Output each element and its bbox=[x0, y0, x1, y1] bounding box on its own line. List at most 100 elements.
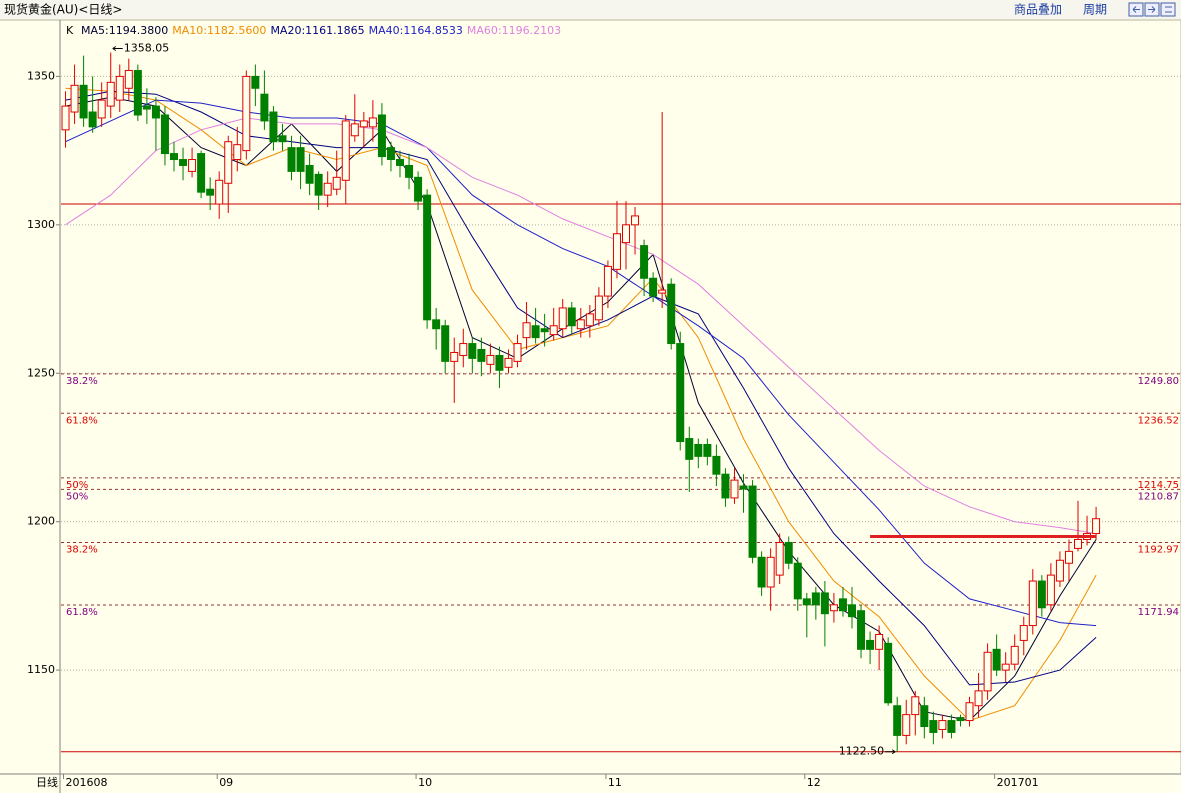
candle-body bbox=[983, 651, 992, 692]
nav-buttons bbox=[1128, 2, 1176, 17]
candle-body bbox=[170, 153, 178, 161]
candle-body bbox=[549, 325, 558, 336]
candle-body bbox=[1046, 574, 1055, 606]
y-tick-label: 1350 bbox=[27, 69, 55, 82]
level-pct: 61.8% bbox=[66, 415, 98, 426]
candle-body bbox=[269, 111, 278, 143]
candle-body bbox=[558, 307, 567, 330]
candle-body bbox=[793, 562, 802, 600]
candle-body bbox=[829, 604, 838, 612]
candle-body bbox=[414, 176, 423, 202]
candle-body bbox=[296, 147, 305, 172]
candle-body bbox=[902, 714, 911, 736]
y-tick-label: 1300 bbox=[27, 218, 55, 231]
ma-line bbox=[65, 99, 1097, 627]
candle-body bbox=[965, 702, 974, 722]
legend-entry: MA20:1161.1865 bbox=[270, 24, 364, 37]
period-label: 日线 bbox=[36, 775, 58, 789]
candle-body bbox=[721, 473, 730, 499]
candle-body bbox=[133, 69, 142, 116]
level-pct: 50% bbox=[66, 480, 88, 491]
level-label: 1249.80 bbox=[1138, 376, 1179, 387]
level-label: 1210.87 bbox=[1138, 491, 1179, 502]
candle-body bbox=[1074, 538, 1082, 549]
candle-body bbox=[911, 696, 920, 716]
level-label: 1236.52 bbox=[1138, 415, 1179, 426]
candle-body bbox=[775, 541, 784, 576]
candle-body bbox=[179, 159, 188, 166]
candle-body bbox=[504, 357, 513, 368]
candle-body bbox=[748, 485, 757, 558]
candle-body bbox=[866, 639, 875, 650]
legend-entry: MA5:1194.3800 bbox=[81, 24, 168, 37]
candle-body bbox=[260, 93, 269, 122]
x-tick-label: 201608 bbox=[66, 776, 108, 789]
candle-body bbox=[730, 479, 739, 499]
candle-body bbox=[992, 648, 1001, 671]
candle-body bbox=[567, 307, 576, 327]
candle-body bbox=[838, 598, 847, 612]
candle-body bbox=[495, 354, 504, 371]
nav-icons bbox=[1132, 6, 1172, 13]
candle-body bbox=[820, 592, 829, 615]
ma-line bbox=[65, 90, 1097, 686]
period-button[interactable]: 周期 bbox=[1083, 3, 1107, 17]
candle-body bbox=[70, 84, 79, 113]
candle-body bbox=[106, 81, 115, 107]
candle-body bbox=[188, 159, 197, 172]
candle-body bbox=[974, 690, 983, 707]
candle-body bbox=[694, 443, 703, 457]
candle-body bbox=[224, 141, 233, 184]
level-pct: 50% bbox=[66, 491, 88, 502]
candle-body bbox=[486, 354, 495, 365]
candle-body bbox=[757, 556, 766, 588]
toolbar-title: 现货黄金(AU)<日线> bbox=[4, 2, 122, 17]
candle-body bbox=[893, 705, 902, 736]
candle-body bbox=[332, 176, 341, 190]
candle-body bbox=[1092, 518, 1101, 535]
candle-body bbox=[314, 173, 323, 196]
candle-body bbox=[848, 604, 856, 618]
candle-body bbox=[658, 289, 667, 294]
candle-body bbox=[1037, 580, 1046, 609]
nav-restore[interactable] bbox=[1160, 2, 1176, 17]
x-tick-label: 11 bbox=[608, 776, 622, 789]
candle-body bbox=[739, 485, 748, 490]
candle-body bbox=[956, 717, 965, 722]
candle-body bbox=[622, 224, 630, 244]
candle-body bbox=[323, 182, 332, 196]
candle-body bbox=[432, 319, 441, 330]
candle-body bbox=[61, 105, 70, 131]
candle-body bbox=[576, 319, 585, 330]
candle-body bbox=[477, 349, 486, 362]
y-tick-label: 1200 bbox=[27, 515, 55, 528]
level-pct: 61.8% bbox=[66, 607, 98, 618]
candle-body bbox=[305, 164, 314, 184]
overlay-button[interactable]: 商品叠加 bbox=[1014, 2, 1062, 17]
legend-entry: MA10:1182.5600 bbox=[172, 24, 266, 37]
candle-body bbox=[603, 265, 612, 297]
candle-body bbox=[875, 633, 884, 650]
candle-body bbox=[151, 105, 160, 119]
toolbar bbox=[0, 0, 1181, 20]
candle-body bbox=[1055, 559, 1064, 582]
candle-body bbox=[79, 84, 88, 119]
level-label: 1192.97 bbox=[1138, 545, 1179, 556]
candle-body bbox=[115, 75, 124, 101]
candle-body bbox=[441, 325, 450, 362]
candle-body bbox=[1010, 645, 1019, 665]
candle-body bbox=[1001, 663, 1010, 671]
candle-body bbox=[929, 720, 938, 733]
candle-body bbox=[594, 295, 603, 321]
candle-body bbox=[423, 194, 432, 321]
annotation-arrow bbox=[112, 46, 123, 51]
candle-body bbox=[396, 159, 404, 166]
candle-body bbox=[350, 123, 359, 137]
candle-body bbox=[884, 642, 893, 704]
annotation-label: 1122.50 bbox=[839, 745, 885, 758]
candle-body bbox=[233, 144, 242, 161]
x-tick-label: 12 bbox=[807, 776, 821, 789]
candle-body bbox=[612, 233, 621, 270]
y-tick-label: 1150 bbox=[27, 663, 55, 676]
